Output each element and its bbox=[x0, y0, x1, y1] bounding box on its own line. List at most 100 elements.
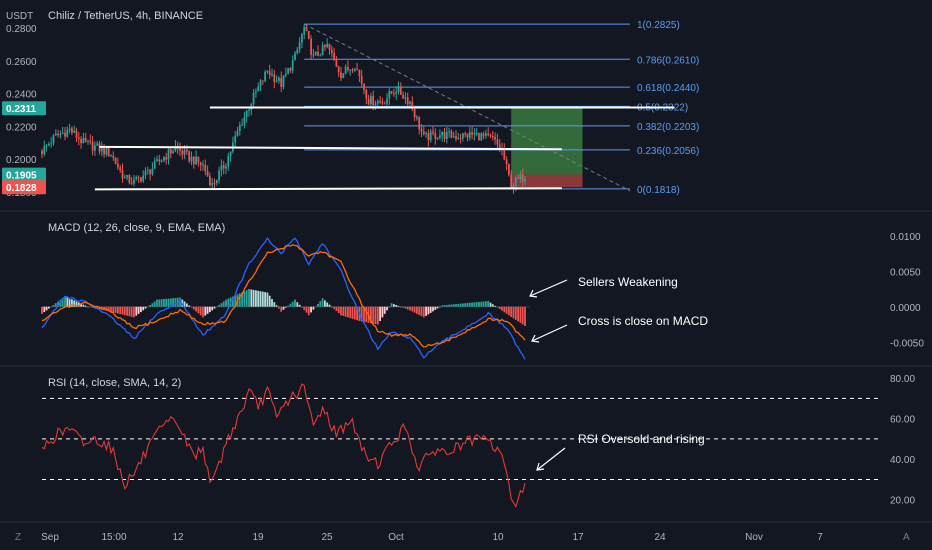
candle[interactable] bbox=[94, 141, 96, 157]
candle[interactable] bbox=[248, 107, 250, 117]
candle[interactable] bbox=[169, 147, 172, 159]
candle[interactable] bbox=[422, 126, 425, 136]
candle[interactable] bbox=[448, 127, 450, 138]
macd-legend[interactable]: MACD (12, 26, close, 9, EMA, EMA) bbox=[48, 222, 225, 234]
annotation-sellers[interactable]: Sellers Weakening bbox=[529, 275, 678, 298]
candle[interactable] bbox=[466, 133, 469, 142]
candle[interactable] bbox=[57, 129, 59, 138]
candle[interactable] bbox=[204, 159, 207, 176]
candle[interactable] bbox=[462, 133, 464, 142]
position-stop-zone[interactable] bbox=[511, 174, 583, 188]
candle[interactable] bbox=[91, 136, 94, 156]
candle[interactable] bbox=[328, 43, 331, 55]
candle[interactable] bbox=[471, 126, 473, 140]
candle[interactable] bbox=[296, 46, 299, 55]
candle[interactable] bbox=[241, 118, 243, 127]
candle[interactable] bbox=[312, 48, 315, 59]
candle[interactable] bbox=[349, 69, 352, 76]
candle[interactable] bbox=[473, 128, 476, 141]
candle[interactable] bbox=[84, 132, 87, 143]
candle[interactable] bbox=[243, 111, 246, 129]
candle[interactable] bbox=[192, 155, 195, 169]
candle[interactable] bbox=[404, 92, 407, 105]
candle[interactable] bbox=[317, 45, 319, 57]
candle[interactable] bbox=[452, 131, 455, 138]
candle[interactable] bbox=[402, 91, 404, 100]
rsi-pane[interactable] bbox=[41, 383, 880, 508]
candle[interactable] bbox=[52, 133, 55, 146]
candle[interactable] bbox=[255, 88, 257, 98]
candle[interactable] bbox=[77, 131, 80, 146]
candle[interactable] bbox=[367, 94, 370, 106]
candle[interactable] bbox=[464, 131, 467, 138]
candle[interactable] bbox=[480, 131, 483, 141]
candle[interactable] bbox=[151, 162, 154, 176]
candle[interactable] bbox=[172, 149, 174, 154]
candle[interactable] bbox=[503, 143, 506, 161]
candle[interactable] bbox=[280, 71, 283, 93]
timezone-button[interactable]: Z bbox=[15, 532, 21, 543]
candle[interactable] bbox=[117, 157, 119, 170]
trendline-support[interactable] bbox=[99, 145, 562, 151]
candle[interactable] bbox=[427, 129, 430, 147]
candle[interactable] bbox=[395, 86, 398, 100]
candle[interactable] bbox=[294, 51, 296, 61]
candle[interactable] bbox=[455, 130, 457, 142]
candle[interactable] bbox=[236, 126, 239, 137]
candle[interactable] bbox=[275, 75, 278, 83]
candle[interactable] bbox=[418, 116, 421, 135]
candle[interactable] bbox=[137, 175, 140, 184]
candle[interactable] bbox=[439, 129, 441, 140]
candle[interactable] bbox=[82, 132, 85, 144]
candle[interactable] bbox=[457, 132, 460, 140]
candle[interactable] bbox=[517, 174, 519, 180]
candle[interactable] bbox=[130, 177, 133, 186]
candle[interactable] bbox=[489, 133, 492, 138]
candle[interactable] bbox=[271, 68, 273, 77]
candle[interactable] bbox=[123, 174, 126, 179]
candle[interactable] bbox=[261, 80, 264, 85]
candle[interactable] bbox=[227, 152, 230, 171]
candle[interactable] bbox=[266, 69, 269, 75]
candle[interactable] bbox=[420, 124, 423, 138]
candle[interactable] bbox=[379, 95, 381, 105]
candle[interactable] bbox=[268, 64, 271, 79]
candle[interactable] bbox=[89, 134, 92, 145]
candle[interactable] bbox=[445, 126, 448, 144]
candle[interactable] bbox=[478, 132, 480, 141]
candle[interactable] bbox=[487, 127, 490, 137]
candle[interactable] bbox=[337, 65, 340, 77]
candle[interactable] bbox=[160, 159, 163, 163]
candle[interactable] bbox=[41, 148, 43, 159]
candle[interactable] bbox=[100, 141, 103, 157]
candle[interactable] bbox=[282, 74, 285, 90]
candle[interactable] bbox=[434, 128, 437, 145]
candle[interactable] bbox=[482, 131, 485, 140]
candle[interactable] bbox=[291, 55, 294, 74]
candle[interactable] bbox=[386, 93, 388, 108]
candle[interactable] bbox=[264, 69, 266, 83]
rsi-line[interactable] bbox=[41, 383, 526, 508]
candle[interactable] bbox=[330, 45, 333, 58]
candle[interactable] bbox=[496, 133, 499, 150]
candle[interactable] bbox=[510, 170, 513, 190]
candle[interactable] bbox=[128, 174, 131, 185]
candle[interactable] bbox=[144, 167, 147, 180]
candle[interactable] bbox=[163, 155, 165, 163]
candle[interactable] bbox=[61, 126, 64, 135]
candle[interactable] bbox=[142, 170, 145, 184]
candle[interactable] bbox=[326, 38, 329, 49]
candle[interactable] bbox=[105, 147, 108, 157]
candle[interactable] bbox=[425, 131, 427, 138]
candle[interactable] bbox=[50, 137, 53, 148]
candle[interactable] bbox=[353, 67, 356, 73]
candle[interactable] bbox=[524, 176, 526, 185]
candle[interactable] bbox=[45, 144, 48, 152]
candle[interactable] bbox=[153, 157, 156, 170]
candle[interactable] bbox=[59, 130, 62, 139]
candle[interactable] bbox=[314, 51, 317, 56]
candle[interactable] bbox=[321, 41, 324, 56]
candle[interactable] bbox=[140, 176, 142, 183]
candle[interactable] bbox=[429, 128, 432, 143]
candle[interactable] bbox=[48, 141, 50, 147]
